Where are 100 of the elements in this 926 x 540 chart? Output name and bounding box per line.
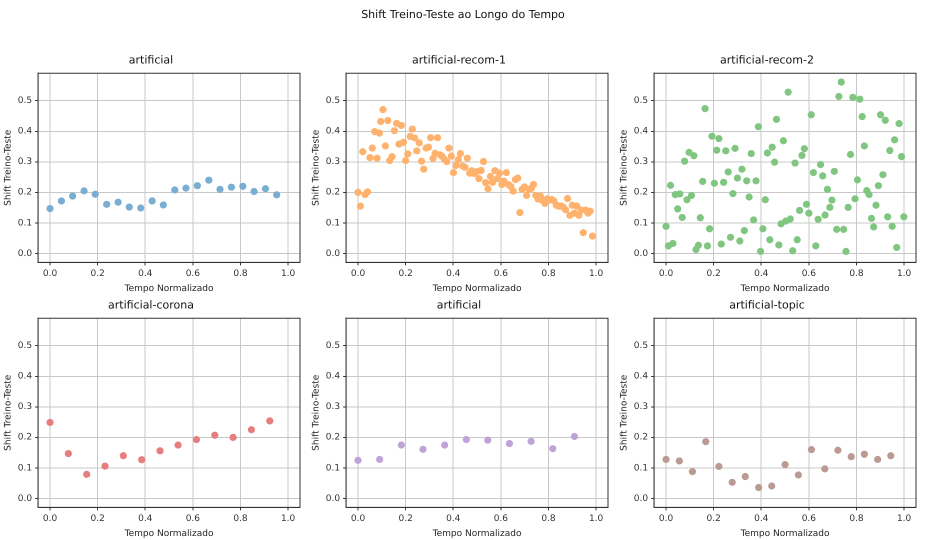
y-axis-title: Shift Treino-Teste [4, 374, 14, 451]
y-tick-label: 0.3 [18, 402, 32, 412]
x-tick-label: 0.2 [398, 269, 413, 280]
point [216, 186, 224, 193]
point [101, 462, 109, 470]
y-axis-title: Shift Treino-Teste [312, 374, 322, 451]
point [821, 465, 828, 472]
y-tick-label: 0.0 [634, 248, 648, 259]
point [570, 432, 578, 440]
point [228, 184, 236, 191]
x-tick-label: 0.8 [541, 269, 556, 280]
y-tick-label: 0.3 [326, 157, 340, 168]
y-tick-label: 0.5 [326, 341, 340, 352]
y-tick-label: 0.0 [634, 494, 648, 504]
point [126, 203, 133, 211]
x-tick-label: 0.2 [706, 514, 721, 524]
point [715, 462, 722, 470]
y-tick-label: 0.4 [634, 126, 648, 137]
y-tick-label: 0.5 [634, 96, 648, 106]
point [194, 182, 201, 190]
point [80, 187, 88, 194]
point [398, 441, 405, 449]
point [506, 440, 514, 448]
x-tick-label: 0.8 [233, 514, 248, 524]
y-tick-label: 0.5 [18, 341, 32, 352]
x-axis-title: Tempo Normalizado [432, 528, 522, 539]
point [887, 452, 894, 460]
x-tick-label: 0.8 [541, 514, 556, 524]
point [462, 436, 470, 444]
point [874, 456, 882, 464]
point [354, 456, 362, 464]
y-tick-label: 0.4 [18, 372, 32, 382]
y-tick-label: 0.3 [634, 402, 648, 412]
point [419, 446, 427, 453]
point [148, 197, 156, 205]
x-axis-title: Tempo Normalizado [740, 284, 830, 294]
x-tick-label: 0.8 [849, 269, 864, 280]
y-tick-label: 0.4 [326, 372, 340, 382]
point [250, 188, 258, 196]
chart-title: artificial [128, 53, 174, 66]
point [728, 478, 736, 486]
y-tick-label: 0.5 [634, 341, 648, 352]
point [248, 426, 256, 434]
x-axis-title: Tempo Normalizado [124, 528, 214, 539]
x-tick-label: 0.4 [446, 269, 461, 280]
point [262, 185, 270, 192]
y-tick-label: 0.2 [326, 432, 340, 443]
x-tick-label: 0.6 [802, 514, 816, 524]
point [808, 446, 816, 454]
x-tick-label: 1.0 [280, 514, 296, 524]
point [848, 453, 855, 460]
point [239, 182, 246, 190]
point [860, 450, 868, 458]
point [83, 470, 90, 478]
point [794, 471, 802, 479]
x-tick-label: 0.2 [90, 269, 105, 280]
point [46, 418, 54, 426]
point [46, 205, 54, 212]
x-tick-label: 0.0 [42, 269, 58, 280]
x-tick-label: 0.6 [186, 269, 200, 280]
x-tick-label: 1.0 [588, 514, 604, 524]
point [211, 432, 218, 439]
x-tick-label: 0.0 [658, 514, 674, 524]
y-tick-label: 0.4 [326, 126, 340, 137]
chart-title: artificial-recom-2 [720, 53, 814, 66]
point [688, 468, 696, 476]
y-tick-label: 0.0 [326, 494, 340, 504]
x-tick-label: 0.8 [233, 269, 248, 280]
x-tick-label: 0.2 [398, 514, 413, 524]
point [484, 436, 492, 444]
y-tick-label: 0.1 [18, 463, 32, 474]
x-tick-label: 0.4 [754, 269, 769, 280]
x-tick-label: 0.0 [350, 269, 366, 280]
point [266, 417, 274, 424]
y-tick-label: 0.1 [634, 463, 648, 474]
x-tick-label: 0.6 [186, 514, 200, 524]
point [103, 200, 110, 208]
x-tick-label: 0.2 [90, 514, 105, 524]
point [120, 452, 127, 460]
y-axis-title: Shift Treino-Teste [620, 374, 630, 451]
x-tick-label: 0.0 [350, 514, 366, 524]
point [171, 186, 178, 194]
point [768, 482, 776, 490]
y-tick-label: 0.2 [326, 188, 340, 198]
point [742, 472, 749, 480]
point [64, 450, 72, 458]
point [69, 192, 76, 200]
point [834, 446, 842, 454]
y-tick-label: 0.4 [634, 372, 648, 382]
y-tick-label: 0.2 [634, 188, 648, 198]
point [230, 434, 237, 442]
point [702, 438, 710, 446]
y-tick-label: 0.2 [18, 188, 32, 198]
y-tick-label: 0.5 [326, 96, 340, 106]
y-tick-label: 0.5 [18, 96, 32, 106]
y-tick-label: 0.3 [326, 402, 340, 412]
x-tick-label: 1.0 [896, 514, 912, 524]
point [156, 447, 164, 454]
point [781, 461, 789, 468]
point [174, 441, 182, 449]
